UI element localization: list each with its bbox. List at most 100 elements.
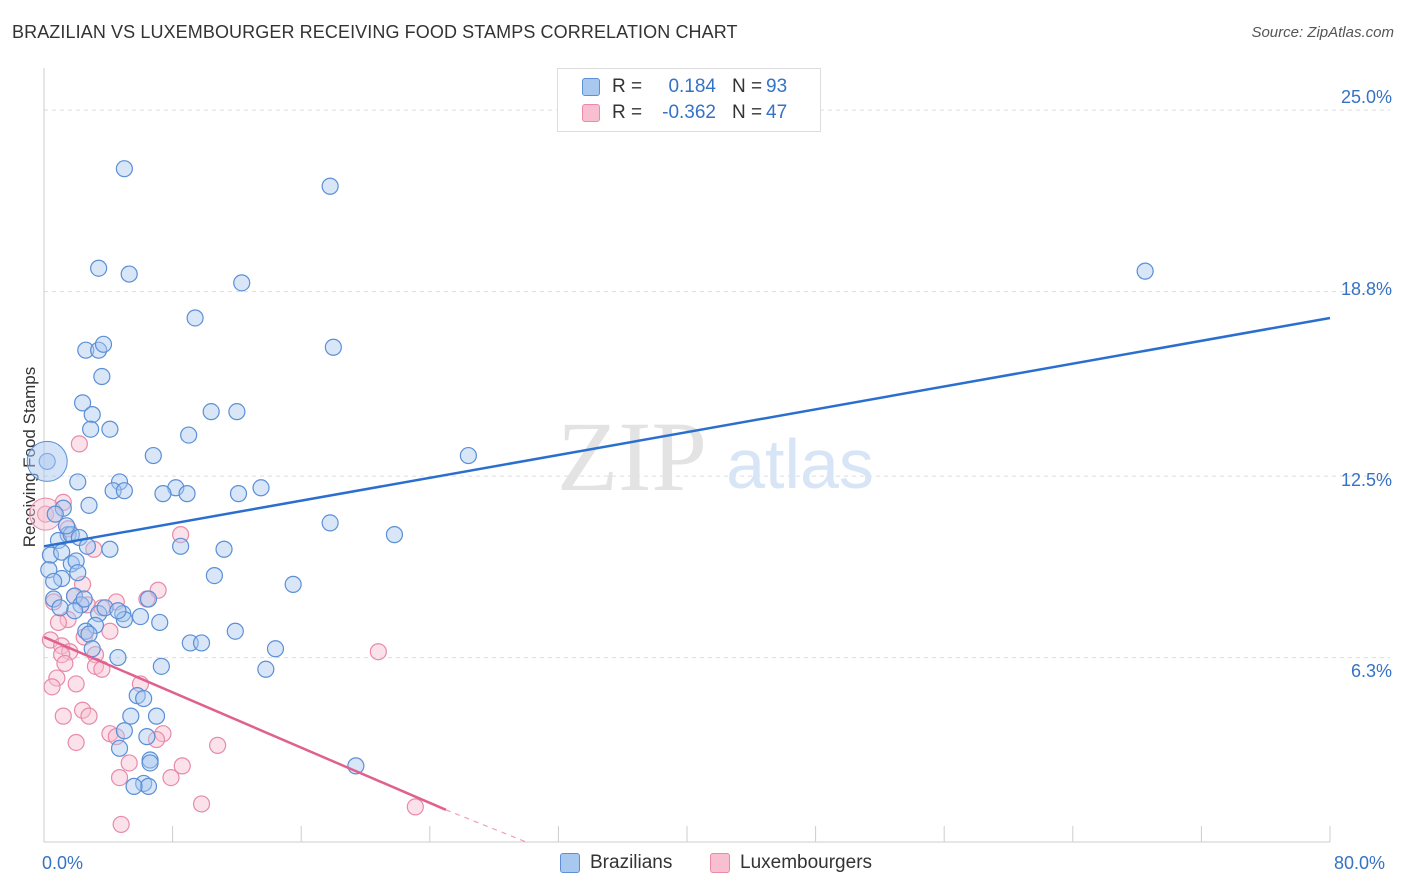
luxembourger-point bbox=[59, 610, 77, 629]
luxembourger-point bbox=[192, 795, 211, 813]
brazilian-point bbox=[180, 426, 198, 444]
luxembourger-point bbox=[54, 707, 72, 725]
legend-swatch-pink bbox=[582, 104, 600, 122]
series-legend: Brazilians Luxembourgers bbox=[0, 852, 1406, 878]
brazilian-point bbox=[83, 405, 101, 424]
brazilian-point bbox=[109, 602, 127, 620]
legend-n-value: 93 bbox=[766, 76, 788, 97]
luxembourger-point bbox=[173, 757, 191, 775]
brazilian-point bbox=[90, 259, 108, 277]
legend-swatch-blue bbox=[582, 78, 600, 96]
legend-r-label: R = bbox=[612, 102, 643, 123]
brazilian-point bbox=[226, 622, 244, 640]
luxembourger-point bbox=[209, 736, 227, 754]
brazilian-point bbox=[77, 622, 95, 640]
source-credit: Source: ZipAtlas.com bbox=[1251, 24, 1394, 41]
luxembourger-point bbox=[369, 643, 387, 661]
luxembourger-point bbox=[43, 678, 61, 696]
brazilian-point bbox=[135, 774, 153, 793]
brazilian-point bbox=[459, 446, 477, 465]
brazilian-point bbox=[57, 517, 76, 535]
luxembourgers-trend-extension bbox=[445, 809, 527, 843]
brazilian-point bbox=[46, 505, 64, 523]
luxembourger-point bbox=[120, 754, 138, 772]
legend-r-value: 0.184 bbox=[668, 76, 716, 97]
brazilian-point bbox=[284, 575, 302, 593]
x-tick-min: 0.0% bbox=[42, 853, 84, 873]
brazilian-point bbox=[321, 514, 339, 532]
brazilian-point bbox=[152, 657, 170, 675]
brazilian-point bbox=[192, 634, 211, 652]
legend-n-label: N = bbox=[732, 102, 763, 123]
brazilian-point bbox=[75, 590, 93, 608]
brazilian-points bbox=[26, 160, 1154, 795]
legend-row-luxembourgers: R = -0.362 N = 47 bbox=[582, 100, 787, 126]
brazilian-point bbox=[45, 572, 63, 591]
brazilian-point bbox=[321, 177, 339, 195]
y-tick-6-3: 6.3% bbox=[1350, 661, 1392, 681]
legend-row-brazilians: R = 0.184 N = 93 bbox=[582, 74, 787, 100]
brazilian-point bbox=[186, 309, 204, 327]
brazilians-label: Brazilians bbox=[590, 852, 673, 873]
brazilian-point bbox=[144, 446, 162, 465]
luxembourger-point bbox=[48, 669, 66, 687]
brazilian-point bbox=[257, 660, 275, 678]
brazilian-point bbox=[172, 537, 190, 555]
brazilian-point bbox=[110, 739, 129, 757]
brazilian-point bbox=[101, 420, 119, 438]
y-tick-25: 25.0% bbox=[1340, 87, 1392, 107]
brazilian-point bbox=[154, 485, 172, 503]
brazilian-point bbox=[80, 496, 98, 514]
brazilian-point bbox=[93, 367, 111, 386]
brazilian-point bbox=[94, 335, 113, 353]
watermark: ZIP atlas bbox=[557, 401, 874, 512]
watermark-zip: ZIP bbox=[557, 401, 707, 512]
brazilian-point bbox=[73, 394, 92, 412]
luxembourger-point bbox=[53, 646, 71, 664]
luxembourgers-label: Luxembourgers bbox=[740, 852, 873, 873]
brazilian-point bbox=[109, 648, 127, 667]
luxembourger-point bbox=[49, 613, 68, 632]
luxembourger-point bbox=[110, 768, 129, 787]
brazilian-point bbox=[114, 605, 132, 623]
brazilian-point bbox=[45, 590, 63, 608]
brazilian-point bbox=[266, 640, 285, 658]
legend-r-value: -0.362 bbox=[662, 102, 716, 123]
legend-item-luxembourgers[interactable]: Luxembourgers bbox=[710, 852, 872, 874]
legend-r-label: R = bbox=[612, 76, 643, 97]
brazilian-point bbox=[205, 566, 223, 585]
brazilian-point bbox=[141, 754, 159, 772]
luxembourger-point bbox=[162, 768, 180, 787]
brazilian-point bbox=[62, 555, 80, 573]
brazilian-point bbox=[229, 485, 248, 503]
luxembourger-point bbox=[37, 505, 55, 523]
brazilian-point bbox=[82, 420, 100, 438]
brazilian-point bbox=[69, 564, 87, 582]
luxembourger-point bbox=[67, 733, 85, 752]
brazilian-point bbox=[252, 479, 270, 497]
luxembourger-point bbox=[73, 701, 92, 719]
brazilian-point bbox=[233, 274, 251, 292]
luxembourger-point bbox=[80, 707, 98, 725]
brazilian-point bbox=[125, 777, 143, 795]
brazilian-point bbox=[202, 403, 220, 421]
brazilian-point bbox=[228, 403, 246, 421]
luxembourger-point bbox=[70, 435, 88, 453]
brazilian-point bbox=[65, 602, 84, 620]
luxembourger-point bbox=[75, 628, 93, 646]
brazilian-point bbox=[215, 540, 233, 558]
legend-n-label: N = bbox=[732, 76, 763, 97]
luxembourger-point bbox=[147, 730, 166, 749]
luxembourgers-trend-line bbox=[43, 635, 447, 811]
trend-lines bbox=[43, 316, 1331, 843]
legend-item-brazilians[interactable]: Brazilians bbox=[560, 852, 672, 874]
brazilian-point bbox=[131, 607, 150, 626]
brazilian-point bbox=[147, 707, 166, 725]
luxembourger-point bbox=[101, 622, 119, 640]
brazilian-point bbox=[138, 728, 156, 746]
correlation-legend: R = 0.184 N = 93 R = -0.362 N = 47 bbox=[557, 68, 821, 132]
luxembourger-point bbox=[112, 815, 130, 834]
brazilians-swatch bbox=[560, 853, 580, 873]
brazilian-point bbox=[115, 482, 133, 500]
